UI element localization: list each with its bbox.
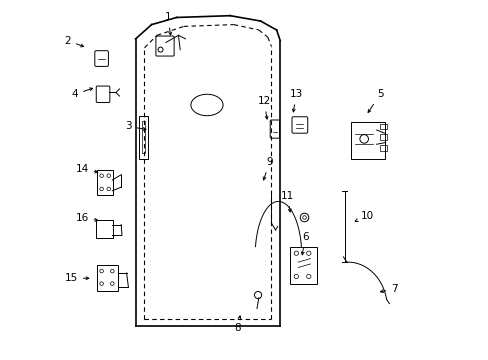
Text: 4: 4 [71,88,92,99]
Bar [380,145,386,151]
Text: 13: 13 [289,89,302,112]
Text: 8: 8 [234,316,241,333]
Text: 5: 5 [367,89,383,112]
Text: 7: 7 [380,284,397,294]
Text: 12: 12 [257,96,270,119]
Bar [380,134,386,140]
Text: 1: 1 [164,13,171,35]
Text: 16: 16 [75,212,98,222]
Text: 11: 11 [280,191,293,212]
Text: 15: 15 [64,273,89,283]
Bar [142,121,145,153]
Text: 10: 10 [354,211,373,221]
Bar [380,123,386,129]
Bar [139,116,148,158]
Text: 9: 9 [263,157,272,180]
Text: 2: 2 [64,36,83,47]
Text: 3: 3 [125,121,146,131]
Text: 14: 14 [75,164,98,174]
Text: 6: 6 [301,232,308,255]
